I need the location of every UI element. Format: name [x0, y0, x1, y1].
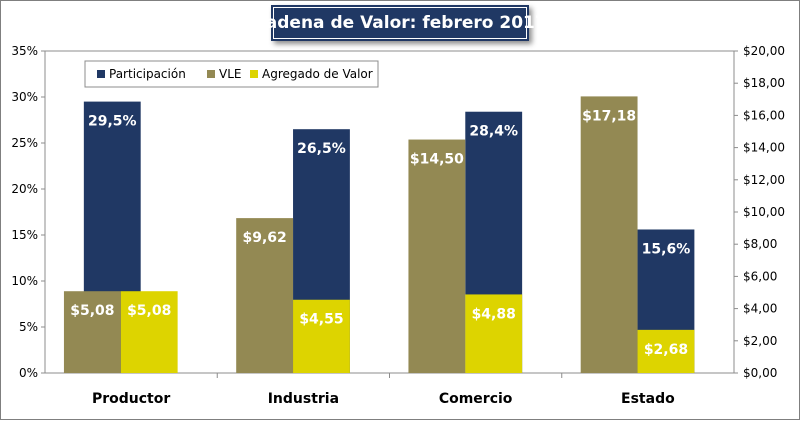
- left-axis-tick-label: 30%: [11, 90, 38, 104]
- data-label-participacion: 26,5%: [297, 141, 346, 157]
- legend-box: [84, 60, 379, 88]
- left-axis-tick-label: 35%: [11, 44, 38, 58]
- category-label: Productor: [92, 391, 170, 407]
- right-axis-tick-label: $12,00: [743, 173, 785, 187]
- data-label-participacion: 15,6%: [642, 241, 691, 257]
- right-axis-tick-label: $0,00: [743, 366, 777, 380]
- bar-vle: [580, 96, 638, 373]
- data-label-agregado-de-valor: $2,68: [644, 342, 688, 358]
- bar-agregado-de-valor: [120, 291, 178, 373]
- right-axis-tick-label: $2,00: [743, 334, 777, 348]
- category-label: Comercio: [439, 391, 513, 407]
- legend-label: VLE: [219, 67, 241, 81]
- right-axis-tick-label: $4,00: [743, 302, 777, 316]
- right-axis-tick-label: $18,00: [743, 76, 785, 90]
- right-axis-tick-label: $6,00: [743, 269, 777, 283]
- left-axis-tick-label: 0%: [19, 366, 38, 380]
- data-label-participacion: 28,4%: [469, 124, 518, 140]
- bar-vle: [236, 218, 294, 373]
- data-label-participacion: 29,5%: [88, 114, 137, 130]
- bar-agregado-de-valor: [293, 299, 350, 373]
- bar-agregado-de-valor: [465, 294, 523, 373]
- legend-swatch: [97, 70, 105, 78]
- right-axis-tick-label: $20,00: [743, 44, 785, 58]
- data-label-vle: $5,08: [70, 303, 114, 319]
- category-label: Estado: [621, 391, 675, 407]
- left-axis-tick-label: 15%: [11, 228, 38, 242]
- bar-vle: [63, 291, 121, 373]
- chart-title: Cadena de Valor: febrero 2017: [253, 7, 547, 39]
- data-label-agregado-de-valor: $4,55: [299, 312, 343, 328]
- category-label: Industria: [268, 391, 339, 407]
- data-label-agregado-de-valor: $5,08: [127, 303, 171, 319]
- left-axis-tick-label: 20%: [11, 182, 38, 196]
- right-axis-tick-label: $16,00: [743, 108, 785, 122]
- bar-agregado-de-valor: [637, 329, 695, 373]
- legend-label: Agregado de Valor: [262, 67, 373, 81]
- right-axis-tick-label: $8,00: [743, 237, 777, 251]
- data-label-agregado-de-valor: $4,88: [472, 306, 516, 322]
- data-label-vle: $9,62: [242, 230, 286, 246]
- left-axis-tick-label: 25%: [11, 136, 38, 150]
- legend-label: Participación: [109, 67, 186, 81]
- right-axis-tick-label: $10,00: [743, 205, 785, 219]
- left-axis-tick-label: 5%: [19, 320, 38, 334]
- right-axis-tick-label: $14,00: [743, 141, 785, 155]
- left-axis-tick-label: 10%: [11, 274, 38, 288]
- data-label-vle: $14,50: [410, 152, 464, 168]
- legend-swatch: [250, 70, 258, 78]
- legend-swatch: [207, 70, 215, 78]
- bar-vle: [408, 139, 466, 373]
- data-label-vle: $17,18: [582, 108, 636, 124]
